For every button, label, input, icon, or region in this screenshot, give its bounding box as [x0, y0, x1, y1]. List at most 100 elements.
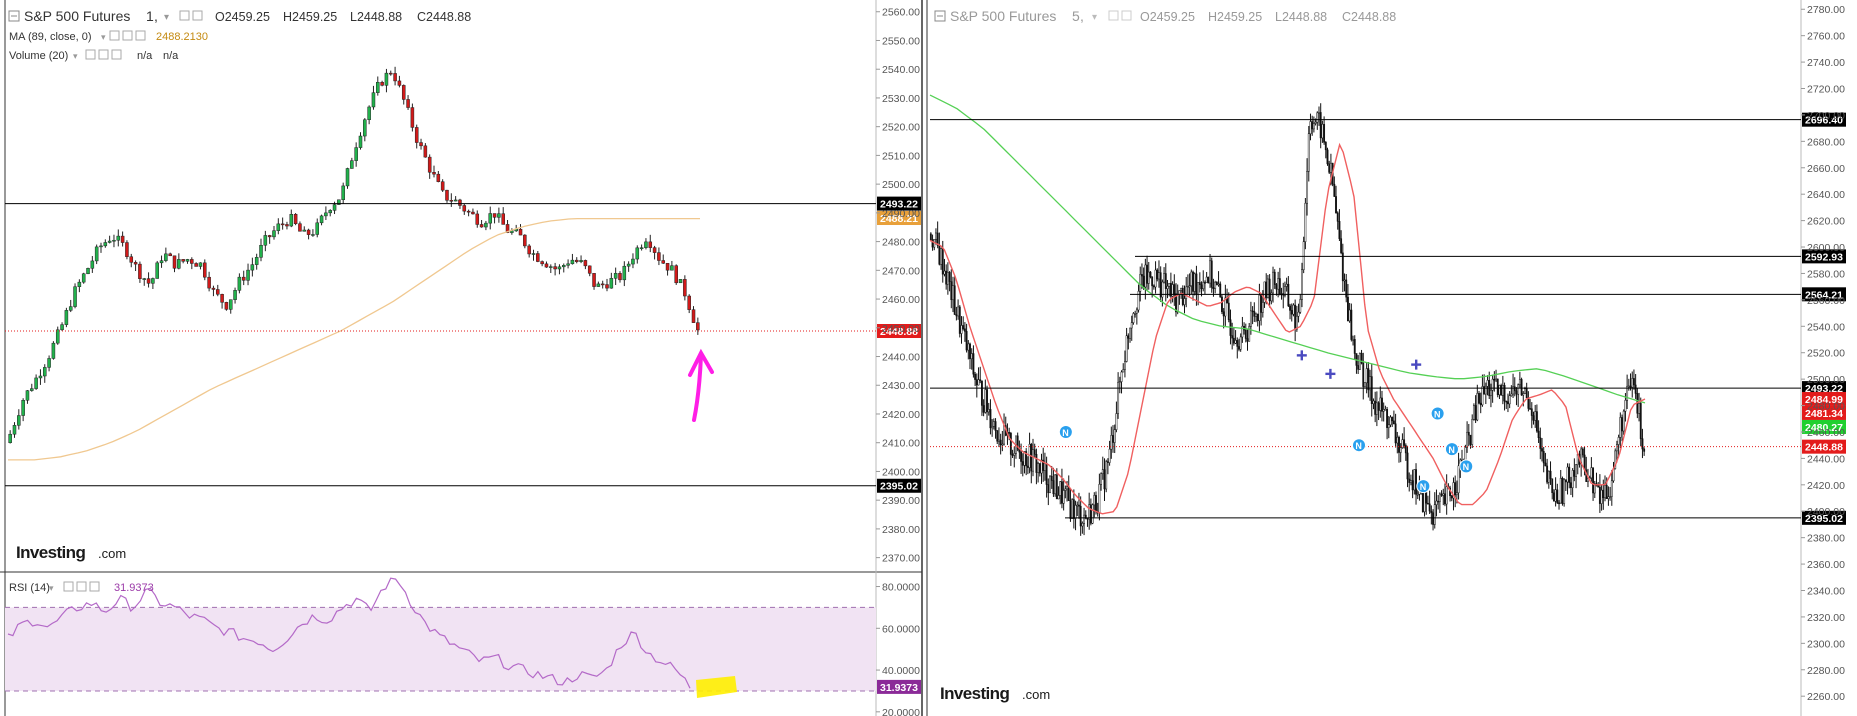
candle-down — [436, 173, 441, 182]
settings-icon[interactable] — [76, 581, 87, 592]
candle-down — [1268, 278, 1271, 302]
right-axis-tick-label: 2720.00 — [1807, 84, 1845, 96]
candle-down — [1532, 415, 1535, 421]
candle-up — [1624, 400, 1627, 412]
close-icon[interactable] — [89, 581, 100, 592]
chevron-down-icon[interactable]: ▾ — [101, 32, 106, 42]
candle-down — [982, 405, 985, 413]
left-axis-tick-label: 2470.00 — [882, 265, 920, 277]
candle-up — [1054, 474, 1057, 495]
candle-down — [1067, 486, 1070, 501]
eye-icon[interactable] — [85, 49, 96, 60]
candle-down — [1338, 221, 1341, 239]
investing-logo: Investing — [940, 684, 1009, 703]
candle-down — [989, 409, 992, 429]
candle-down — [1507, 401, 1509, 405]
close-icon[interactable] — [135, 30, 146, 41]
candle-down — [1432, 512, 1434, 525]
candle-up — [1352, 339, 1354, 341]
candle-up — [549, 266, 553, 268]
candle-up — [1295, 315, 1298, 330]
candle-up — [1607, 496, 1610, 499]
candle-down — [1323, 124, 1326, 143]
price-tag-level — [1802, 510, 1846, 525]
candle-up — [1043, 463, 1046, 471]
candle-up — [1190, 271, 1193, 286]
chevron-down-icon[interactable]: ▾ — [1092, 12, 1097, 23]
chevron-down-icon[interactable]: ▾ — [49, 583, 54, 593]
left-axis-tick-label: 2550.00 — [882, 35, 920, 47]
candle-up — [332, 204, 337, 211]
candle-up — [484, 222, 488, 228]
candle-up — [1593, 483, 1596, 494]
price-tag-level-label: 2592.93 — [1805, 251, 1843, 263]
candle-up — [1239, 336, 1242, 350]
candle-up — [1631, 378, 1634, 388]
settings-icon[interactable] — [192, 10, 203, 21]
candle-down — [168, 253, 172, 257]
candle-down — [1061, 481, 1063, 504]
rsi-value-tag — [877, 679, 921, 694]
volume-value-2: n/a — [163, 50, 179, 62]
candle-up — [302, 229, 307, 232]
news-marker-letter: N — [1355, 441, 1362, 451]
candle-down — [181, 259, 185, 262]
candle-up — [1261, 302, 1264, 313]
candle-up — [1626, 385, 1629, 401]
candle-up — [1064, 488, 1067, 491]
candle-down — [129, 256, 134, 263]
right-comma: , — [1080, 8, 1084, 24]
candle-up — [1307, 133, 1310, 172]
candle-down — [1324, 142, 1327, 151]
candle-up — [1147, 271, 1150, 284]
left-axis-tick-label: 2440.00 — [882, 352, 920, 364]
collapse-icon[interactable] — [8, 10, 20, 22]
candle-up — [1144, 264, 1147, 288]
right-axis-tick-label: 2680.00 — [1807, 136, 1845, 148]
candle-down — [501, 213, 505, 225]
news-marker-icon[interactable] — [1444, 442, 1459, 457]
news-marker-icon[interactable] — [1416, 479, 1431, 494]
candle-up — [622, 265, 627, 281]
news-marker-icon[interactable] — [1058, 424, 1073, 439]
eye-icon[interactable] — [1108, 10, 1119, 21]
candle-up — [1171, 284, 1174, 297]
eye-icon[interactable] — [179, 10, 190, 21]
candle-up — [1401, 439, 1404, 448]
close-icon[interactable] — [111, 49, 122, 60]
chevron-down-icon[interactable]: ▾ — [73, 51, 78, 61]
candle-up — [596, 283, 601, 287]
candle-up — [228, 299, 233, 310]
candle-up — [570, 259, 575, 265]
candle-up — [1372, 400, 1375, 404]
candle-down — [1164, 273, 1167, 289]
candle-up — [1076, 504, 1079, 507]
candle-down — [1539, 437, 1542, 449]
settings-icon[interactable] — [122, 30, 133, 41]
candle-down — [1089, 504, 1092, 524]
candle-up — [1110, 435, 1113, 450]
candle-up — [1292, 304, 1295, 315]
eye-icon[interactable] — [109, 30, 120, 41]
price-tag-level-label: 2564.21 — [1805, 289, 1843, 301]
news-marker-icon[interactable] — [1459, 459, 1474, 474]
candle-down — [1238, 346, 1240, 350]
eye-icon[interactable] — [63, 581, 74, 592]
news-marker-letter: N — [1434, 409, 1441, 419]
left-axis-tick-label: 2420.00 — [882, 409, 920, 421]
candle-down — [1246, 338, 1249, 342]
news-marker-icon[interactable] — [1430, 406, 1445, 421]
candle-up — [1130, 322, 1133, 329]
news-marker-icon[interactable] — [1352, 438, 1366, 453]
chevron-down-icon[interactable]: ▾ — [164, 12, 169, 23]
price-tag-level-label: 2395.02 — [880, 481, 918, 493]
settings-icon[interactable] — [1121, 10, 1132, 21]
collapse-icon[interactable] — [934, 10, 946, 22]
candle-up — [1066, 486, 1068, 490]
right-axis-tick-label: 2260.00 — [1807, 691, 1845, 703]
candle-down — [962, 325, 965, 330]
settings-icon[interactable] — [98, 49, 109, 60]
candle-down — [298, 223, 302, 232]
candle-up — [1321, 124, 1324, 139]
candle-down — [953, 285, 956, 315]
